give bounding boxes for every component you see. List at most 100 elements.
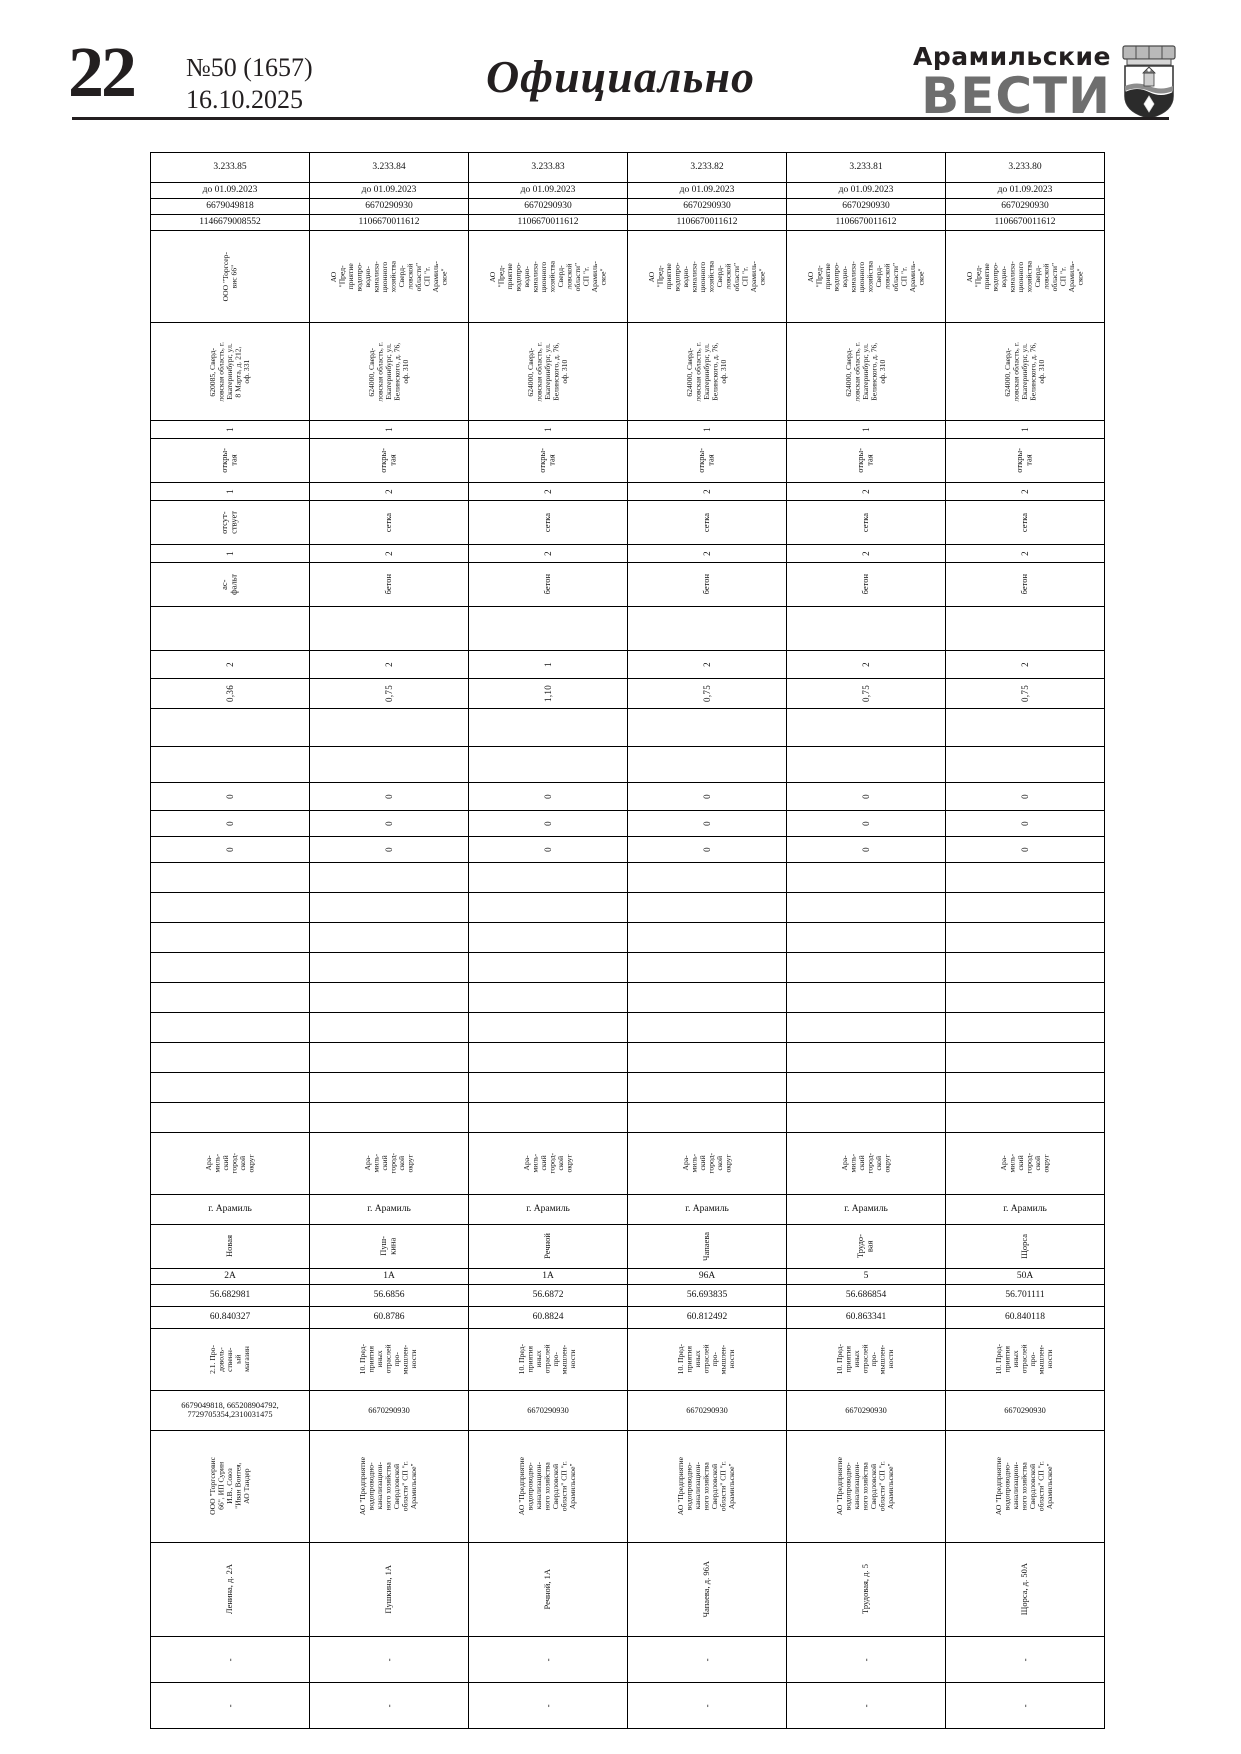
cell-text: 0: [701, 793, 712, 799]
cell-v9-1: 0,36: [150, 677, 310, 709]
cell-z2-4: 0: [627, 809, 787, 837]
cell-text: до 01.09.2023: [520, 185, 576, 196]
cell-blank5-4: [627, 921, 787, 953]
cell-v4-1: отсут- ствует: [150, 499, 310, 545]
cell-text: откры- тая: [537, 447, 557, 473]
cell-v5-3: 2: [468, 543, 628, 563]
cell-blank2-4: [627, 745, 787, 783]
cell-blank1-3: [468, 707, 628, 747]
cell-blank10-3: [468, 1071, 628, 1103]
cell-house-6: 50А: [945, 1267, 1105, 1285]
row-longitude: 60.840327 60.8786 60.8824 60.812492 60.86334…: [150, 1305, 1105, 1329]
cell-text: г. Арамиль: [685, 1203, 729, 1214]
cell-inn-4: 6670290930: [627, 198, 787, 215]
cell-v8-1: 2: [150, 649, 310, 679]
cell-blank11-2: [309, 1101, 469, 1133]
cell-deadline-2: до 01.09.2023: [309, 182, 469, 199]
cell-text: Ара- миль- ский город- ской округ: [839, 1153, 892, 1174]
cell-blank3-4: [627, 861, 787, 893]
cell-dash1-2: -: [309, 1635, 469, 1683]
page-title: Официально: [485, 51, 756, 102]
cell-blank6-1: [150, 951, 310, 983]
cell-text: -: [542, 1703, 553, 1707]
cell-text: ас- фальт: [219, 573, 239, 595]
cell-text: 10. Пред- приятия иных отраслей про- мыш…: [994, 1344, 1055, 1375]
cell-v7-2: [309, 605, 469, 651]
cell-z3-2: 0: [309, 835, 469, 863]
cell-text: откры- тая: [855, 447, 875, 473]
cell-operator-1: ООО "Торгсер- вис 66": [150, 229, 310, 323]
cell-text: 60.8786: [373, 1311, 405, 1322]
cell-text: 2: [1019, 488, 1030, 494]
brand-logo: Арамильские ВЕСТИ: [913, 44, 1111, 121]
cell-text: ООО "Торгсер- вис 66": [220, 251, 239, 302]
cell-deadline-4: до 01.09.2023: [627, 182, 787, 199]
cell-inn-3: 6670290930: [468, 198, 628, 215]
row-value-1: 1 1 1 1 1 1: [150, 419, 1105, 439]
cell-blank1-5: [786, 707, 946, 747]
cell-blank4-1: [150, 891, 310, 923]
cell-text: сетка: [542, 512, 553, 532]
cell-text: 10. Пред- приятия иных отраслей про- мыш…: [358, 1344, 419, 1375]
cell-v5-4: 2: [627, 543, 787, 563]
cell-street-6: Щорса: [945, 1223, 1105, 1269]
cell-text: 0,75: [860, 684, 871, 702]
cell-z1-5: 0: [786, 781, 946, 811]
cell-text: Щорса: [1019, 1233, 1030, 1259]
cell-text: Речной, 1А: [542, 1569, 553, 1610]
cell-text: ООО "Торгсервис 66", ИП Сурин И.В., Союз…: [207, 1457, 251, 1516]
cell-deadline-6: до 01.09.2023: [945, 182, 1105, 199]
cell-text: 3.233.85: [213, 162, 247, 173]
cell-blank7-4: [627, 981, 787, 1013]
cell-blank2-5: [786, 745, 946, 783]
cell-blank9-4: [627, 1041, 787, 1073]
cell-lat-1: 56.682981: [150, 1283, 310, 1307]
cell-text: 1: [224, 426, 235, 432]
cell-blank7-1: [150, 981, 310, 1013]
cell-text: АО "Предприятие водопроводно- канализаци…: [676, 1457, 737, 1516]
cell-lat-5: 56.686854: [786, 1283, 946, 1307]
registry-table-body: 3.233.85 3.233.84 3.233.83 3.233.82 3.233.81…: [150, 152, 1105, 1729]
cell-text: 0: [542, 846, 553, 852]
row-district: Ара- миль- ский город- ской округ Ара- ми…: [150, 1131, 1105, 1195]
cell-ogrn-3: 1106670011612: [468, 213, 628, 231]
cell-blank7-5: [786, 981, 946, 1013]
cell-blank3-6: [945, 861, 1105, 893]
cell-v5-5: 2: [786, 543, 946, 563]
cell-text: Чапаева: [701, 1231, 712, 1261]
cell-address_short-3: Речной, 1А: [468, 1541, 628, 1637]
row-operator-address: 620085, Сверд- ловская область, г. Екате…: [150, 321, 1105, 421]
cell-text: -: [224, 1703, 235, 1707]
cell-dash2-4: -: [627, 1681, 787, 1729]
cell-text: до 01.09.2023: [361, 185, 417, 196]
cell-code-6: 3.233.80: [945, 152, 1105, 183]
cell-operator_address-4: 624000, Сверд- ловская область, г. Екате…: [627, 321, 787, 421]
cell-z3-3: 0: [468, 835, 628, 863]
cell-owner-2: АО "Предприятие водопроводно- канализаци…: [309, 1429, 469, 1543]
cell-address_short-6: Щорса, д. 50А: [945, 1541, 1105, 1637]
cell-text: АО "Предприятие водопроводно- канализаци…: [358, 1457, 419, 1516]
cell-inn-2: 6670290930: [309, 198, 469, 215]
cell-operator_address-1: 620085, Сверд- ловская область, г. Екате…: [150, 321, 310, 421]
cell-v3-1: 1: [150, 481, 310, 501]
cell-dash2-2: -: [309, 1681, 469, 1729]
cell-district-2: Ара- миль- ский город- ской округ: [309, 1131, 469, 1195]
cell-text: 0: [1019, 846, 1030, 852]
cell-text: Новая: [224, 1235, 235, 1258]
cell-operator-6: АО "Пред- приятие водопро- водно- канали…: [945, 229, 1105, 323]
cell-ogrn-6: 1106670011612: [945, 213, 1105, 231]
cell-z1-4: 0: [627, 781, 787, 811]
row-house: 2А 1А 1А 96А 5 50А: [150, 1267, 1105, 1285]
row-deadline: до 01.09.2023 до 01.09.2023 до 01.09.2023 д…: [150, 182, 1105, 199]
issue-date: 16.10.2025: [186, 85, 303, 114]
cell-text: 624000, Сверд- ловская область, г. Екате…: [843, 341, 887, 402]
cell-text: 50А: [1016, 1270, 1034, 1281]
cell-v3-6: 2: [945, 481, 1105, 501]
cell-text: 56.686854: [845, 1289, 887, 1300]
cell-text: АО "Пред- приятие водопро- водно- канали…: [328, 260, 449, 293]
cell-text: 6670290930: [683, 201, 731, 211]
cell-v8-4: 2: [627, 649, 787, 679]
cell-lat-6: 56.701111: [945, 1283, 1105, 1307]
cell-text: 6679049818, 665208904792, 7729705354,231…: [181, 1400, 279, 1420]
